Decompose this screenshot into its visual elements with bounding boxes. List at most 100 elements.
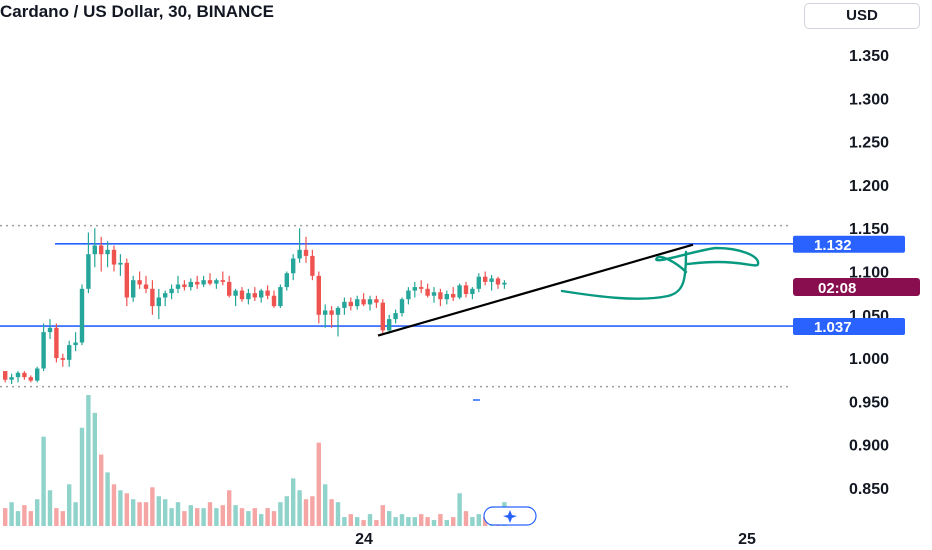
candle: [278, 284, 283, 308]
volume-bar: [73, 502, 78, 526]
candle-body: [271, 295, 277, 307]
volume-bar: [451, 517, 456, 526]
candle-body: [67, 345, 72, 360]
candles: [3, 228, 507, 385]
candle-body: [169, 288, 174, 294]
volume-bar: [278, 502, 283, 526]
candle-body: [489, 278, 494, 282]
candle: [355, 295, 360, 310]
candle-body: [438, 292, 443, 300]
candle-body: [86, 254, 91, 289]
candle: [79, 284, 85, 346]
volume-bar: [265, 508, 270, 526]
candle-body: [412, 287, 417, 291]
candle-body: [457, 285, 462, 298]
candle: [137, 271, 142, 289]
volume-bar: [105, 472, 110, 526]
volume-bar: [342, 517, 347, 526]
candle: [367, 295, 373, 311]
candle: [246, 288, 251, 305]
volume-bar: [28, 511, 33, 526]
candle-body: [316, 275, 321, 315]
candle: [105, 241, 110, 268]
candle-body: [278, 287, 283, 307]
candle: [220, 271, 225, 286]
candle-body: [54, 327, 59, 359]
support-price-badge: 1.037: [793, 318, 905, 336]
candle-body: [297, 249, 302, 259]
candle-body: [463, 285, 469, 295]
candle-body: [118, 262, 123, 265]
candle-body: [451, 294, 456, 298]
volume-bar: [284, 496, 289, 526]
trendline[interactable]: [377, 243, 694, 337]
volume-bar: [207, 502, 213, 526]
candle-body: [214, 280, 219, 284]
y-tick-label: 1.350: [849, 48, 889, 65]
volume-bar: [438, 514, 443, 526]
candle: [342, 297, 347, 315]
candle: [380, 299, 385, 334]
volume-bar: [54, 508, 59, 526]
volume-bar: [220, 505, 225, 526]
candle: [483, 271, 488, 286]
candle: [348, 297, 353, 311]
candle-body: [431, 292, 437, 296]
sparkle-icon: [503, 510, 517, 523]
volume-bar: [310, 496, 315, 526]
candle-body: [361, 299, 366, 305]
x-tick-label: 24: [355, 531, 373, 548]
resistance-price-label: 1.132: [814, 237, 852, 254]
candle: [73, 332, 78, 352]
candle-body: [9, 377, 14, 380]
candle: [239, 287, 245, 302]
candle: [374, 295, 379, 308]
candle-body: [137, 280, 142, 285]
candle: [252, 287, 257, 301]
candle-body: [495, 278, 501, 285]
chart-title: Cardano / US Dollar, 30, BINANCE: [0, 2, 274, 21]
candle-body: [367, 299, 373, 305]
candle-body: [28, 377, 33, 381]
volume-bar: [118, 490, 123, 526]
candle: [182, 280, 187, 291]
candle: [214, 278, 219, 289]
volume-bar: [380, 505, 385, 526]
candle-body: [143, 284, 149, 289]
volume-bar: [470, 517, 475, 526]
candle-body: [419, 287, 424, 289]
volume-bar: [3, 508, 8, 526]
candle-body: [393, 313, 398, 320]
currency-button[interactable]: USD: [804, 3, 920, 29]
candle: [201, 275, 206, 288]
candle: [329, 306, 334, 328]
candle: [54, 323, 59, 363]
candle: [175, 275, 181, 294]
candle: [169, 284, 174, 300]
volume-bar: [47, 490, 53, 526]
candle: [412, 281, 417, 298]
candle: [150, 280, 155, 315]
hand-drawn-arrow[interactable]: [560, 246, 760, 300]
scroll-realtime-button[interactable]: [483, 506, 537, 526]
volume-bar: [41, 436, 46, 526]
volume-bar: [259, 514, 264, 526]
volume-bar: [150, 487, 155, 526]
volume-bar: [335, 502, 341, 526]
volume-bar: [457, 493, 462, 526]
candle: [3, 371, 8, 383]
candle-body: [47, 327, 53, 333]
volume-bar: [137, 502, 142, 526]
candle-body: [15, 372, 21, 378]
candle-body: [246, 293, 251, 300]
candle: [118, 254, 123, 276]
volume-bar: [214, 508, 219, 526]
candle: [271, 290, 277, 308]
candle-body: [342, 301, 347, 308]
y-tick-label: 1.000: [849, 351, 889, 368]
candle-body: [92, 245, 97, 255]
candle: [265, 285, 270, 300]
candle-body: [303, 249, 309, 256]
candle: [284, 271, 289, 291]
